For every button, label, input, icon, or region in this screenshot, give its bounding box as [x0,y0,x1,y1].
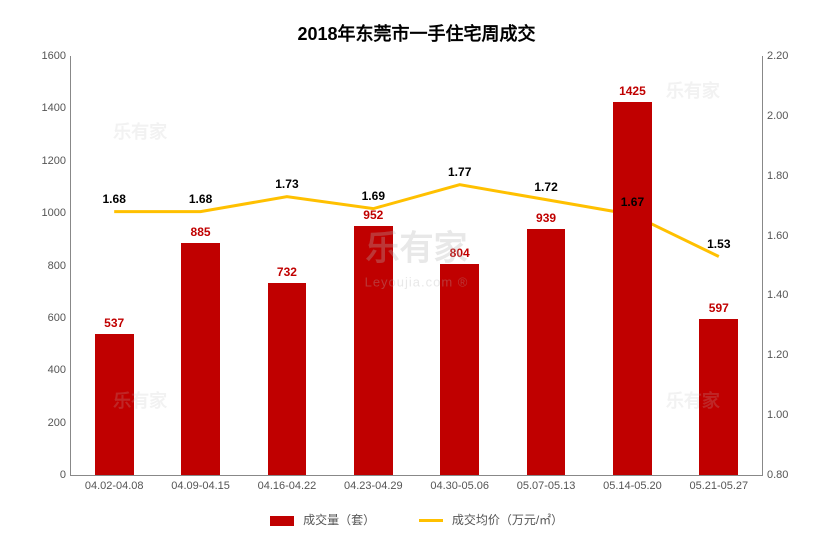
x-tick: 05.07-05.13 [517,480,576,492]
y-left-tick: 1000 [42,207,66,219]
y-left-tick: 400 [48,364,66,376]
bar-value-label: 537 [104,316,124,330]
x-tick: 05.21-05.27 [689,480,748,492]
legend-swatch-bar [270,516,294,526]
y-right-tick: 1.00 [767,409,788,421]
bar [527,229,566,475]
legend-label-bar: 成交量（套） [303,513,375,527]
y-right-tick: 1.60 [767,230,788,242]
bar [95,334,134,475]
watermark: 乐有家 [113,118,167,144]
bar [268,283,307,475]
y-axis-left: 02004006008001000120014001600 [31,56,66,475]
legend-label-line: 成交均价（万元/㎡） [452,513,563,527]
y-left-tick: 1200 [42,155,66,167]
x-tick: 04.16-04.22 [258,480,317,492]
bar-value-label: 732 [277,265,297,279]
x-tick: 04.30-05.06 [430,480,489,492]
y-left-tick: 800 [48,260,66,272]
y-right-tick: 1.40 [767,289,788,301]
y-right-tick: 1.20 [767,349,788,361]
y-left-tick: 1400 [42,102,66,114]
y-left-tick: 0 [60,469,66,481]
bar [181,243,220,475]
line-value-label: 1.69 [362,189,385,203]
bar-value-label: 597 [709,301,729,315]
line-value-label: 1.68 [189,192,212,206]
plot-area: 02004006008001000120014001600 0.801.001.… [70,56,763,476]
bar [613,102,652,475]
bar [699,319,738,475]
bar [440,264,479,475]
line-chart-svg [71,56,762,475]
legend-item-line: 成交均价（万元/㎡） [419,511,564,528]
line-value-label: 1.53 [707,237,730,251]
x-tick: 04.23-04.29 [344,480,403,492]
line-value-label: 1.67 [621,195,644,209]
bar-value-label: 804 [450,246,470,260]
y-right-tick: 0.80 [767,469,788,481]
y-right-tick: 2.00 [767,110,788,122]
watermark: 乐有家 [666,77,720,103]
bar-value-label: 885 [191,225,211,239]
x-tick: 05.14-05.20 [603,480,662,492]
y-axis-right: 0.801.001.201.401.601.802.002.20 [767,56,802,475]
bar-value-label: 939 [536,211,556,225]
line-value-label: 1.73 [275,177,298,191]
legend-item-bar: 成交量（套） [270,511,375,528]
legend: 成交量（套） 成交均价（万元/㎡） [40,511,793,528]
x-tick: 04.02-04.08 [85,480,144,492]
x-tick: 04.09-04.15 [171,480,230,492]
chart-container: 2018年东莞市一手住宅周成交 020040060080010001200140… [0,0,833,542]
bar-value-label: 952 [363,208,383,222]
y-left-tick: 200 [48,417,66,429]
bar [354,226,393,475]
y-right-tick: 2.20 [767,50,788,62]
x-axis: 04.02-04.08 04.09-04.15 04.16-04.22 04.23-0… [71,480,762,500]
bar-value-label: 1425 [619,84,646,98]
y-left-tick: 600 [48,312,66,324]
chart-title: 2018年东莞市一手住宅周成交 [40,20,793,46]
line-value-label: 1.68 [103,192,126,206]
y-left-tick: 1600 [42,50,66,62]
legend-swatch-line [419,519,443,522]
line-value-label: 1.77 [448,165,471,179]
line-value-label: 1.72 [534,180,557,194]
y-right-tick: 1.80 [767,170,788,182]
